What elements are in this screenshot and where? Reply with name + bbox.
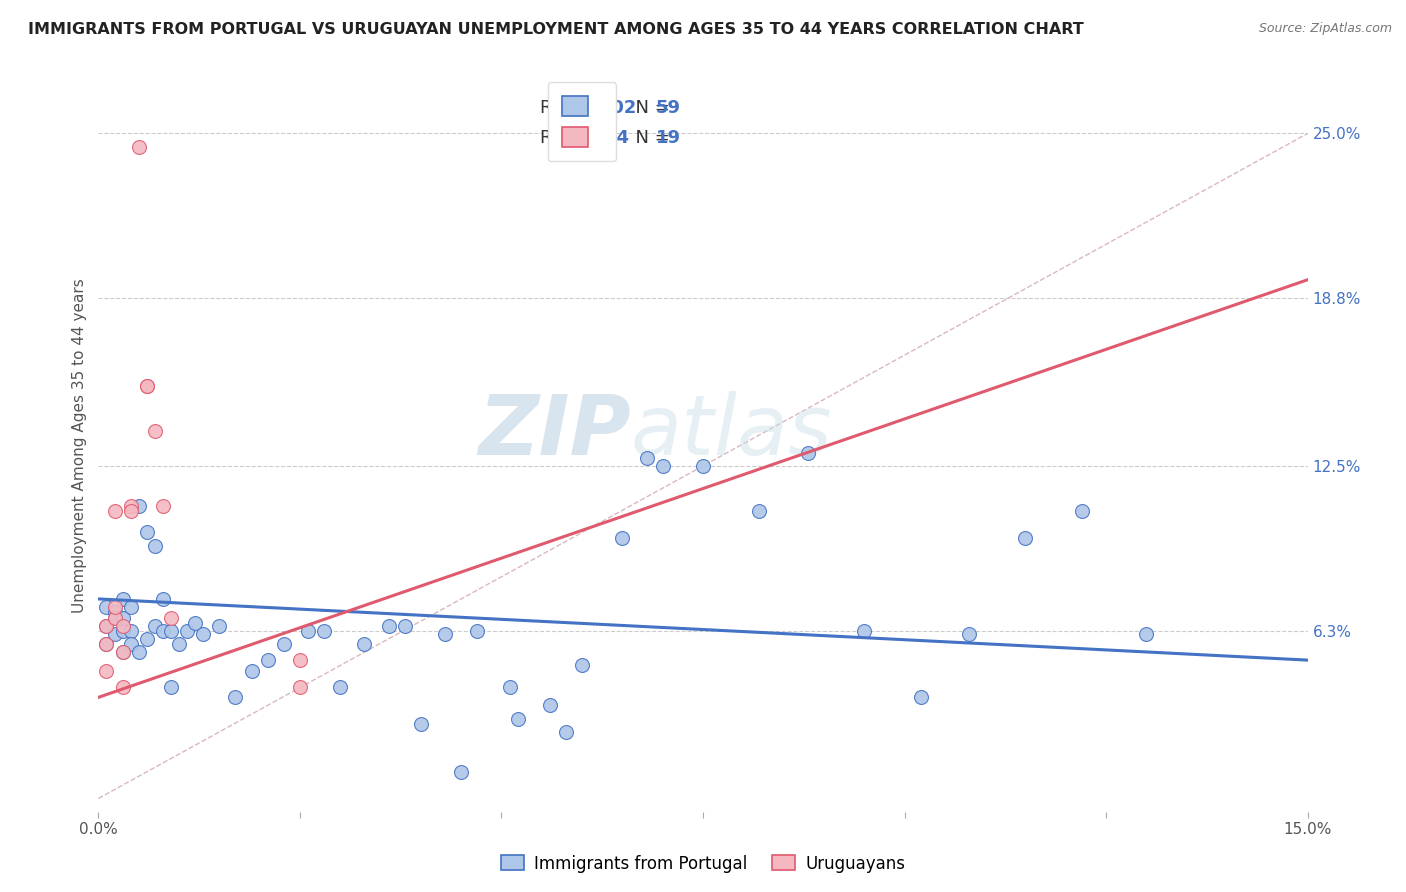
Point [128, 140, 150, 154]
Point [152, 624, 174, 638]
Point [208, 618, 231, 632]
Point [636, 450, 658, 465]
Point [273, 637, 295, 651]
Point [120, 624, 142, 638]
Point [96, 618, 118, 632]
Point [135, 525, 157, 540]
Point [128, 499, 150, 513]
Point [434, 626, 457, 640]
Text: atlas: atlas [630, 391, 832, 472]
Point [288, 680, 311, 694]
Y-axis label: Unemployment Among Ages 35 to 44 years: Unemployment Among Ages 35 to 44 years [72, 278, 87, 614]
Point [176, 624, 198, 638]
Point [96, 637, 118, 651]
Point [96, 664, 118, 678]
Point [111, 645, 134, 659]
Point [160, 610, 183, 624]
Point [96, 618, 118, 632]
Point [1135, 626, 1157, 640]
Point [111, 624, 134, 638]
Point [498, 680, 520, 694]
Point [111, 610, 134, 624]
Point [748, 504, 770, 518]
Point [910, 690, 932, 705]
Text: 0.484: 0.484 [572, 129, 630, 147]
Point [103, 626, 125, 640]
Point [160, 680, 183, 694]
Point [135, 379, 157, 393]
Text: R =: R = [540, 99, 579, 117]
Point [160, 624, 183, 638]
Point [571, 658, 593, 673]
Point [120, 637, 142, 651]
Point [120, 599, 142, 614]
Point [152, 591, 174, 606]
Point [111, 591, 134, 606]
Point [103, 504, 125, 518]
Point [103, 605, 125, 619]
Point [957, 626, 980, 640]
Legend: , : , [548, 82, 616, 161]
Text: 59: 59 [655, 99, 681, 117]
Point [450, 764, 472, 779]
Point [288, 653, 311, 667]
Point [377, 618, 399, 632]
Point [143, 618, 166, 632]
Legend: Immigrants from Portugal, Uruguayans: Immigrants from Portugal, Uruguayans [494, 848, 912, 880]
Text: R =: R = [540, 129, 585, 147]
Point [297, 624, 319, 638]
Point [555, 725, 578, 739]
Text: -0.102: -0.102 [572, 99, 637, 117]
Point [96, 599, 118, 614]
Point [224, 690, 246, 705]
Point [103, 610, 125, 624]
Point [135, 379, 157, 393]
Point [651, 458, 673, 473]
Point [193, 626, 215, 640]
Point [329, 680, 352, 694]
Text: N =: N = [624, 99, 676, 117]
Point [167, 637, 190, 651]
Point [111, 618, 134, 632]
Text: 19: 19 [655, 129, 681, 147]
Point [111, 645, 134, 659]
Point [143, 425, 166, 439]
Text: ZIP: ZIP [478, 391, 630, 472]
Point [409, 717, 432, 731]
Point [96, 637, 118, 651]
Point [1014, 531, 1036, 545]
Point [692, 458, 714, 473]
Point [465, 624, 488, 638]
Point [152, 499, 174, 513]
Point [612, 531, 634, 545]
Point [1070, 504, 1092, 518]
Point [394, 618, 416, 632]
Point [314, 624, 336, 638]
Point [853, 624, 876, 638]
Text: N =: N = [624, 129, 676, 147]
Point [184, 615, 207, 630]
Point [143, 539, 166, 553]
Text: Source: ZipAtlas.com: Source: ZipAtlas.com [1258, 22, 1392, 36]
Point [506, 712, 529, 726]
Point [103, 610, 125, 624]
Point [797, 445, 820, 459]
Point [128, 645, 150, 659]
Point [120, 499, 142, 513]
Point [240, 664, 263, 678]
Point [103, 599, 125, 614]
Point [120, 504, 142, 518]
Text: IMMIGRANTS FROM PORTUGAL VS URUGUAYAN UNEMPLOYMENT AMONG AGES 35 TO 44 YEARS COR: IMMIGRANTS FROM PORTUGAL VS URUGUAYAN UN… [28, 22, 1084, 37]
Point [353, 637, 375, 651]
Point [256, 653, 278, 667]
Point [135, 632, 157, 646]
Point [111, 680, 134, 694]
Point [538, 698, 561, 713]
